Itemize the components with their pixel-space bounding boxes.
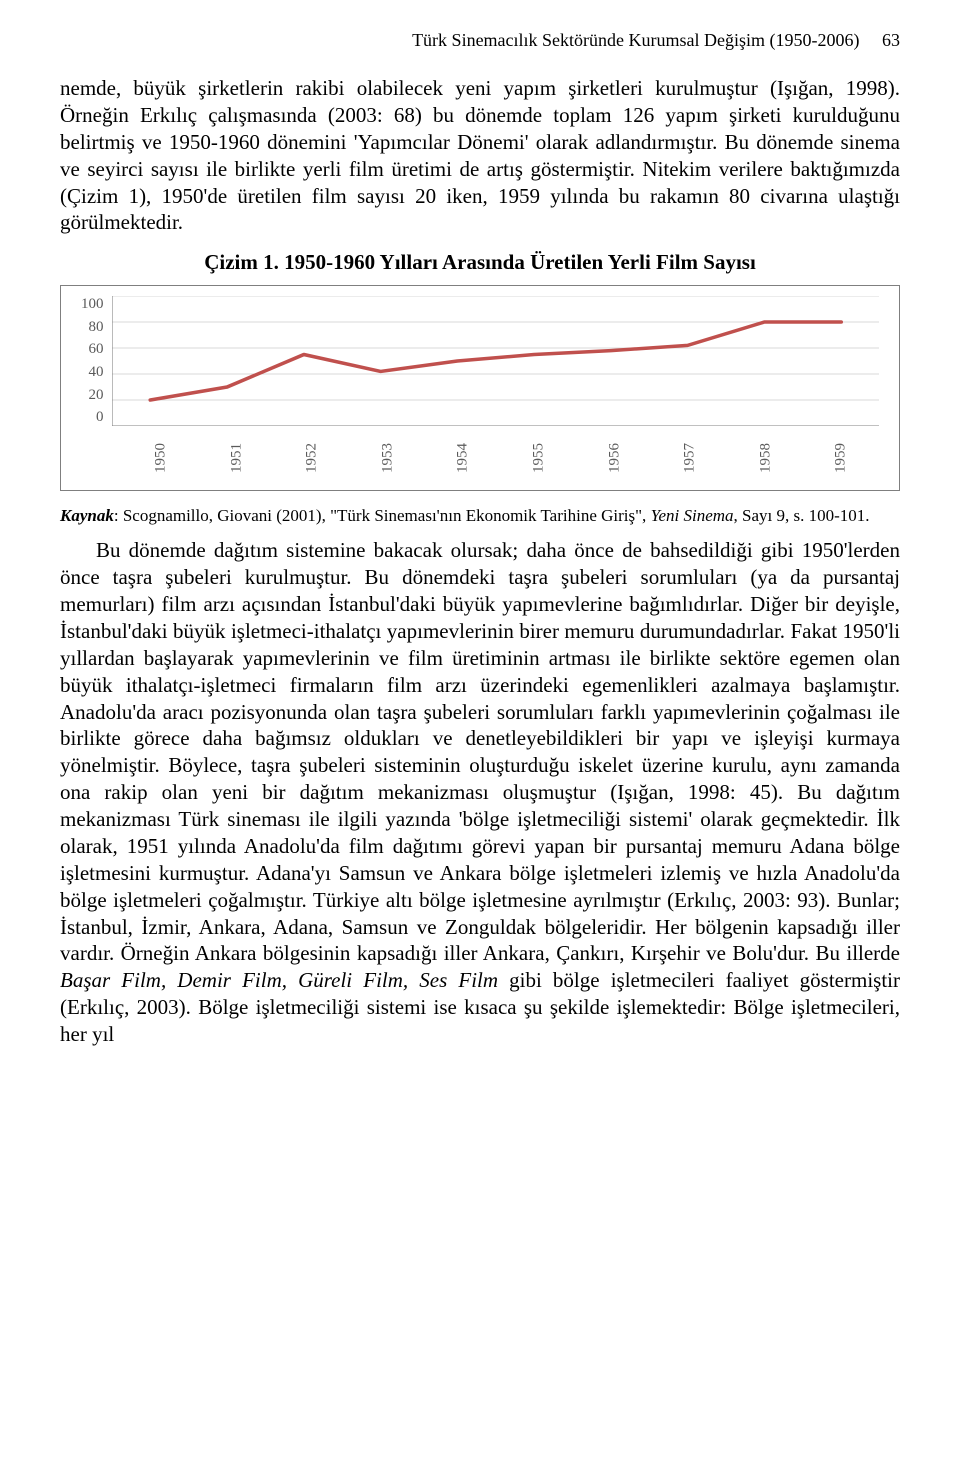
x-axis: 1950195119521953195419551956195719581959: [123, 434, 879, 482]
figure-title: Çizim 1. 1950-1960 Yılları Arasında Üret…: [60, 250, 900, 275]
y-tick: 0: [96, 409, 104, 426]
paragraph-bottom: Bu dönemde dağıtım sistemine bakacak olu…: [60, 537, 900, 1048]
running-header: Türk Sinemacılık Sektöründe Kurumsal Değ…: [60, 30, 900, 51]
x-tick: 1957: [652, 434, 728, 482]
plot-region: [112, 296, 880, 426]
x-tick: 1954: [425, 434, 501, 482]
para-bottom-italic: Başar Film, Demir Film, Güreli Film, Ses…: [60, 968, 498, 992]
figure-caption: Kaynak: Scognamillo, Giovani (2001), "Tü…: [60, 505, 900, 527]
caption-label: Kaynak: [60, 506, 114, 525]
x-tick: 1955: [501, 434, 577, 482]
x-tick: 1951: [199, 434, 275, 482]
caption-text-1: : Scognamillo, Giovani (2001), "Türk Sin…: [114, 506, 651, 525]
page-number: 63: [882, 30, 900, 50]
y-tick: 80: [89, 319, 104, 336]
x-tick: 1952: [274, 434, 350, 482]
y-tick: 40: [89, 364, 104, 381]
running-title: Türk Sinemacılık Sektöründe Kurumsal Değ…: [412, 30, 859, 50]
x-tick: 1959: [803, 434, 879, 482]
x-tick: 1950: [123, 434, 199, 482]
chart-area: 100 80 60 40 20 0: [81, 296, 879, 426]
x-tick: 1953: [350, 434, 426, 482]
y-tick: 100: [81, 296, 104, 313]
chart-container: 100806040200 195019511952195319541955195…: [60, 285, 900, 491]
y-tick: 60: [89, 341, 104, 358]
caption-text-2: , Sayı 9, s. 100-101.: [734, 506, 870, 525]
y-tick: 20: [89, 387, 104, 404]
para-bottom-1: Bu dönemde dağıtım sistemine bakacak olu…: [60, 538, 900, 965]
caption-italic: Yeni Sinema: [651, 506, 734, 525]
paragraph-top: nemde, büyük şirketlerin rakibi olabilec…: [60, 75, 900, 236]
y-axis: 100 80 60 40 20 0: [81, 296, 112, 426]
page-container: Türk Sinemacılık Sektöründe Kurumsal Değ…: [0, 0, 960, 1096]
chart-svg: [112, 296, 880, 426]
x-tick: 1958: [728, 434, 804, 482]
x-tick: 1956: [577, 434, 653, 482]
